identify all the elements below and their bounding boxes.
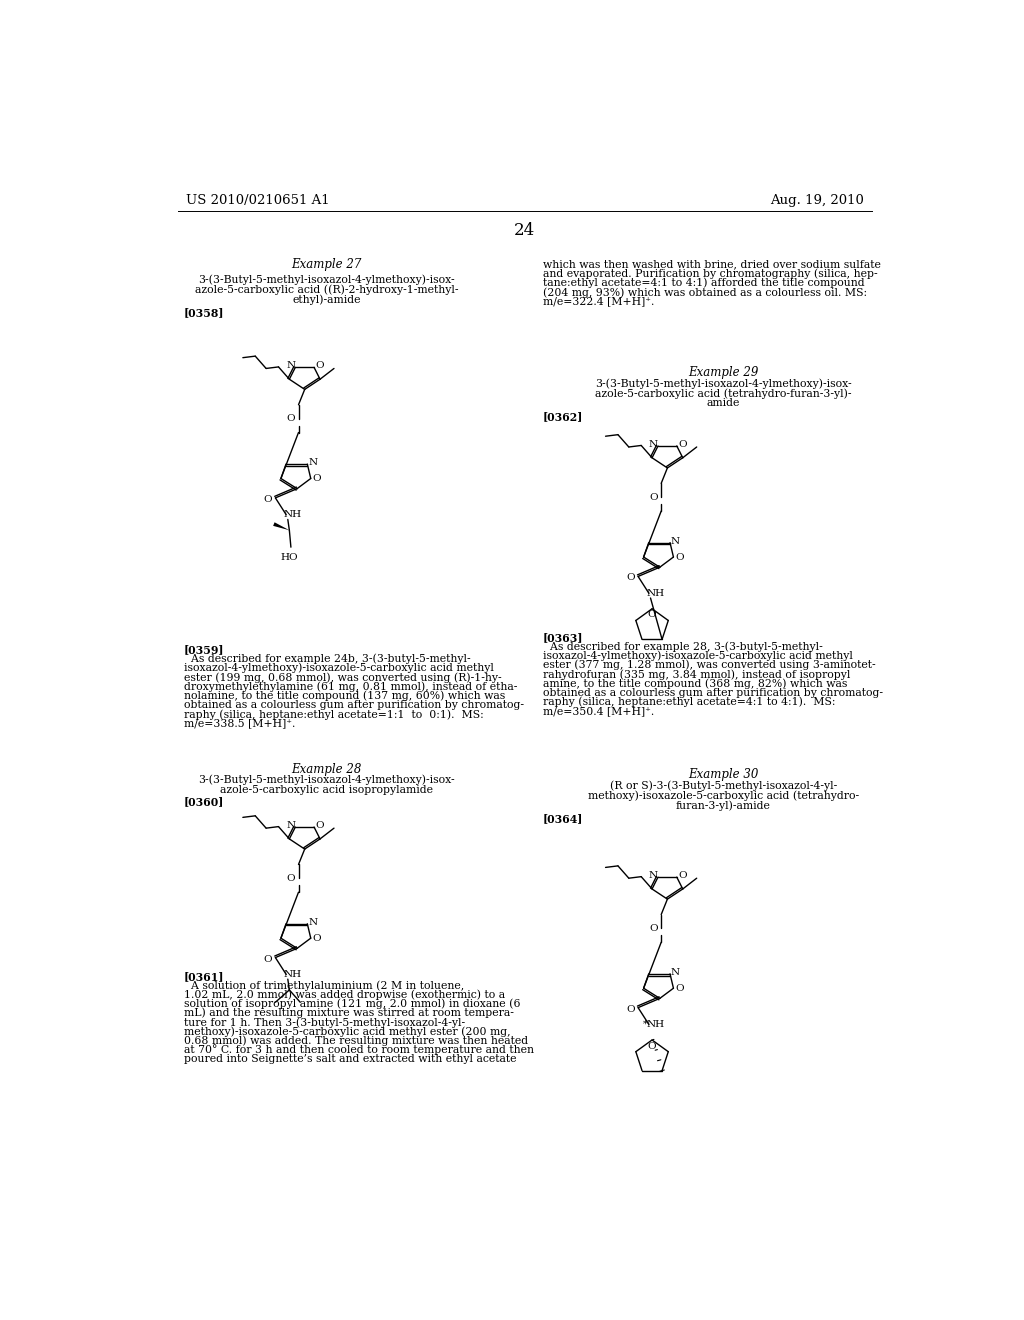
Text: [0358]: [0358] (183, 308, 224, 318)
Text: obtained as a colourless gum after purification by chromatog-: obtained as a colourless gum after purif… (543, 688, 883, 698)
Text: 0.68 mmol) was added. The resulting mixture was then heated: 0.68 mmol) was added. The resulting mixt… (183, 1035, 528, 1047)
Text: NH: NH (284, 970, 301, 979)
Polygon shape (273, 523, 290, 531)
Text: 3-(3-Butyl-5-methyl-isoxazol-4-ylmethoxy)-isox-: 3-(3-Butyl-5-methyl-isoxazol-4-ylmethoxy… (198, 275, 455, 285)
Text: [0359]: [0359] (183, 644, 224, 655)
Text: Example 30: Example 30 (688, 768, 759, 781)
Text: NH: NH (646, 1020, 665, 1030)
Text: Example 27: Example 27 (291, 259, 361, 271)
Text: Example 29: Example 29 (688, 366, 759, 379)
Text: azole-5-carboxylic acid isopropylamide: azole-5-carboxylic acid isopropylamide (220, 785, 433, 795)
Text: ester (377 mg, 1.28 mmol), was converted using 3-aminotet-: ester (377 mg, 1.28 mmol), was converted… (543, 660, 876, 671)
Text: m/e=350.4 [M+H]⁺.: m/e=350.4 [M+H]⁺. (543, 706, 654, 717)
Text: [0363]: [0363] (543, 632, 583, 643)
Text: N: N (286, 821, 295, 830)
Text: amine, to the title compound (368 mg, 82%) which was: amine, to the title compound (368 mg, 82… (543, 678, 847, 689)
Text: O: O (287, 414, 295, 424)
Text: ture for 1 h. Then 3-(3-butyl-5-methyl-isoxazol-4-yl-: ture for 1 h. Then 3-(3-butyl-5-methyl-i… (183, 1016, 465, 1028)
Text: and evaporated. Purification by chromatography (silica, hep-: and evaporated. Purification by chromato… (543, 268, 878, 280)
Text: A solution of trimethylaluminium (2 M in toluene,: A solution of trimethylaluminium (2 M in… (183, 979, 464, 991)
Text: isoxazol-4-ylmethoxy)-isoxazole-5-carboxylic acid methyl: isoxazol-4-ylmethoxy)-isoxazole-5-carbox… (543, 651, 853, 661)
Text: at 70° C. for 3 h and then cooled to room temperature and then: at 70° C. for 3 h and then cooled to roo… (183, 1044, 534, 1056)
Text: Example 28: Example 28 (291, 763, 361, 776)
Text: O: O (648, 1041, 656, 1051)
Text: 1.02 mL, 2.0 mmol) was added dropwise (exothermic) to a: 1.02 mL, 2.0 mmol) was added dropwise (e… (183, 989, 505, 1001)
Text: raphy (silica, heptane:ethyl acetate=1:1  to  0:1).  MS:: raphy (silica, heptane:ethyl acetate=1:1… (183, 709, 483, 719)
Text: O: O (312, 933, 322, 942)
Text: ethyl)-amide: ethyl)-amide (292, 294, 360, 305)
Text: N: N (671, 537, 680, 545)
Text: O: O (626, 1005, 635, 1014)
Text: O: O (263, 495, 272, 504)
Text: O: O (676, 983, 684, 993)
Text: [0362]: [0362] (543, 412, 583, 422)
Text: m/e=338.5 [M+H]⁺.: m/e=338.5 [M+H]⁺. (183, 718, 295, 729)
Text: O: O (287, 874, 295, 883)
Text: O: O (315, 821, 324, 830)
Text: 3-(3-Butyl-5-methyl-isoxazol-4-ylmethoxy)-isox-: 3-(3-Butyl-5-methyl-isoxazol-4-ylmethoxy… (198, 775, 455, 785)
Text: tane:ethyl acetate=4:1 to 4:1) afforded the title compound: tane:ethyl acetate=4:1 to 4:1) afforded … (543, 277, 864, 289)
Text: NH: NH (284, 511, 301, 519)
Text: O: O (676, 553, 684, 561)
Text: methoxy)-isoxazole-5-carboxylic acid methyl ester (200 mg,: methoxy)-isoxazole-5-carboxylic acid met… (183, 1026, 510, 1038)
Text: azole-5-carboxylic acid (tetrahydro-furan-3-yl)-: azole-5-carboxylic acid (tetrahydro-fura… (595, 388, 851, 399)
Text: As described for example 24b, 3-(3-butyl-5-methyl-: As described for example 24b, 3-(3-butyl… (183, 653, 470, 664)
Text: *: * (643, 1020, 647, 1030)
Text: rahydrofuran (335 mg, 3.84 mmol), instead of isopropyl: rahydrofuran (335 mg, 3.84 mmol), instea… (543, 669, 850, 680)
Text: N: N (649, 871, 658, 880)
Text: O: O (263, 954, 272, 964)
Text: 3-(3-Butyl-5-methyl-isoxazol-4-ylmethoxy)-isox-: 3-(3-Butyl-5-methyl-isoxazol-4-ylmethoxy… (595, 378, 852, 388)
Text: [0364]: [0364] (543, 813, 583, 825)
Text: O: O (312, 474, 322, 483)
Text: raphy (silica, heptane:ethyl acetate=4:1 to 4:1).  MS:: raphy (silica, heptane:ethyl acetate=4:1… (543, 697, 836, 708)
Text: [0361]: [0361] (183, 970, 224, 982)
Text: N: N (308, 458, 317, 467)
Text: N: N (671, 968, 680, 977)
Text: obtained as a colourless gum after purification by chromatog-: obtained as a colourless gum after purif… (183, 700, 524, 710)
Text: O: O (678, 871, 686, 880)
Text: mL) and the resulting mixture was stirred at room tempera-: mL) and the resulting mixture was stirre… (183, 1007, 514, 1019)
Text: N: N (286, 362, 295, 371)
Text: US 2010/0210651 A1: US 2010/0210651 A1 (186, 194, 330, 207)
Text: amide: amide (707, 399, 740, 408)
Text: O: O (678, 440, 686, 449)
Text: O: O (649, 492, 657, 502)
Text: NH: NH (646, 589, 665, 598)
Text: HO: HO (281, 553, 298, 562)
Text: solution of isopropyl amine (121 mg, 2.0 mmol) in dioxane (6: solution of isopropyl amine (121 mg, 2.0… (183, 998, 520, 1010)
Text: O: O (626, 573, 635, 582)
Text: N: N (308, 917, 317, 927)
Text: isoxazol-4-ylmethoxy)-isoxazole-5-carboxylic acid methyl: isoxazol-4-ylmethoxy)-isoxazole-5-carbox… (183, 663, 494, 673)
Text: furan-3-yl)-amide: furan-3-yl)-amide (676, 801, 771, 812)
Text: ester (199 mg, 0.68 mmol), was converted using (R)-1-hy-: ester (199 mg, 0.68 mmol), was converted… (183, 672, 502, 682)
Text: As described for example 28, 3-(3-butyl-5-methyl-: As described for example 28, 3-(3-butyl-… (543, 642, 822, 652)
Text: methoxy)-isoxazole-5-carboxylic acid (tetrahydro-: methoxy)-isoxazole-5-carboxylic acid (te… (588, 791, 859, 801)
Text: (204 mg, 93%) which was obtained as a colourless oil. MS:: (204 mg, 93%) which was obtained as a co… (543, 286, 866, 298)
Text: O: O (315, 362, 324, 371)
Text: droxymethylethylamine (61 mg, 0.81 mmol), instead of etha-: droxymethylethylamine (61 mg, 0.81 mmol)… (183, 681, 517, 692)
Text: (R or S)-3-(3-Butyl-5-methyl-isoxazol-4-yl-: (R or S)-3-(3-Butyl-5-methyl-isoxazol-4-… (609, 780, 837, 791)
Text: O: O (649, 924, 657, 933)
Text: [0360]: [0360] (183, 797, 224, 808)
Text: Aug. 19, 2010: Aug. 19, 2010 (770, 194, 864, 207)
Text: O: O (648, 610, 656, 619)
Text: which was then washed with brine, dried over sodium sulfate: which was then washed with brine, dried … (543, 260, 881, 269)
Text: 24: 24 (514, 222, 536, 239)
Text: poured into Seignette’s salt and extracted with ethyl acetate: poured into Seignette’s salt and extract… (183, 1055, 516, 1064)
Text: N: N (649, 440, 658, 449)
Text: nolamine, to the title compound (137 mg, 60%) which was: nolamine, to the title compound (137 mg,… (183, 690, 505, 701)
Text: m/e=322.4 [M+H]⁺.: m/e=322.4 [M+H]⁺. (543, 297, 654, 306)
Text: azole-5-carboxylic acid ((R)-2-hydroxy-1-methyl-: azole-5-carboxylic acid ((R)-2-hydroxy-1… (195, 284, 458, 294)
